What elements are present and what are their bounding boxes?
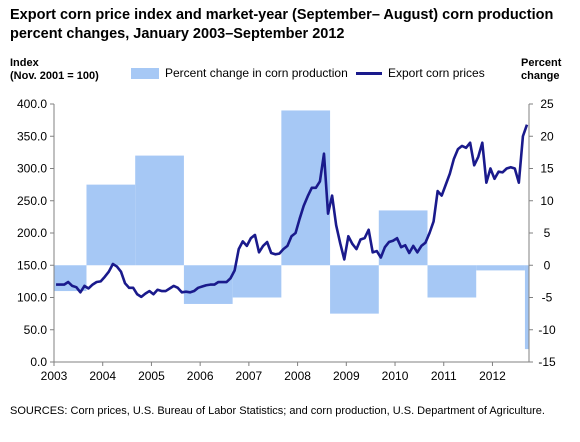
production-bar-10: [524, 265, 529, 350]
left-tick-label: 100.0: [17, 291, 47, 305]
legend-label-production: Percent change in corn production: [165, 66, 348, 80]
left-tick-label: 50.0: [24, 323, 48, 337]
right-tick-label: 20: [540, 129, 554, 143]
production-bar-4: [232, 265, 282, 298]
production-bar-1: [86, 184, 136, 266]
x-tick-label: 2012: [479, 369, 506, 383]
right-axis-label-line2: change: [521, 70, 560, 82]
x-tick-label: 2009: [333, 369, 360, 383]
chart-title: Export corn price index and market-year …: [10, 7, 554, 42]
legend-item-prices: Export corn prices: [356, 66, 485, 80]
right-tick-label: 0: [544, 258, 551, 272]
right-axis-label-line1: Percent: [521, 57, 562, 69]
x-tick-label: 2006: [187, 369, 214, 383]
left-axis-label: Index (Nov. 2001 = 100): [10, 57, 99, 83]
legend-item-production: Percent change in corn production: [131, 66, 348, 80]
legend-swatch-bar: [131, 67, 159, 79]
left-tick-label: 0.0: [30, 355, 47, 369]
right-tick-label: -5: [542, 291, 553, 305]
x-tick-label: 2011: [431, 369, 457, 383]
right-tick-label: 25: [540, 97, 554, 111]
left-tick-label: 150.0: [17, 258, 47, 272]
right-tick-label: -15: [538, 355, 556, 369]
right-tick-label: 15: [540, 162, 554, 176]
production-bar-7: [378, 210, 428, 266]
right-tick-label: 5: [544, 226, 551, 240]
production-bar-9: [476, 265, 525, 271]
left-tick-label: 400.0: [17, 97, 47, 111]
x-tick-label: 2003: [41, 369, 68, 383]
right-axis-label: Percent change: [521, 57, 561, 83]
right-tick-label: 10: [540, 194, 554, 208]
production-bar-0: [54, 265, 87, 292]
left-tick-label: 300.0: [17, 162, 47, 176]
source-note: SOURCES: Corn prices, U.S. Bureau of Lab…: [10, 405, 545, 417]
x-tick-label: 2004: [89, 369, 116, 383]
x-tick-label: 2008: [284, 369, 311, 383]
export-price-line: [56, 124, 529, 299]
left-axis-label-line2: (Nov. 2001 = 100): [10, 70, 99, 82]
x-tick-label: 2007: [236, 369, 263, 383]
left-axis-label-line1: Index: [10, 57, 39, 69]
x-tick-label: 2010: [382, 369, 409, 383]
production-bar-8: [427, 265, 477, 298]
legend-label-prices: Export corn prices: [388, 66, 485, 80]
left-tick-label: 350.0: [17, 129, 47, 143]
legend-swatch-line: [356, 71, 382, 75]
x-tick-label: 2005: [138, 369, 165, 383]
right-tick-label: -10: [538, 323, 556, 337]
left-tick-label: 200.0: [17, 226, 47, 240]
production-bar-6: [330, 265, 379, 314]
left-tick-label: 250.0: [17, 194, 47, 208]
production-bar-2: [135, 155, 184, 266]
